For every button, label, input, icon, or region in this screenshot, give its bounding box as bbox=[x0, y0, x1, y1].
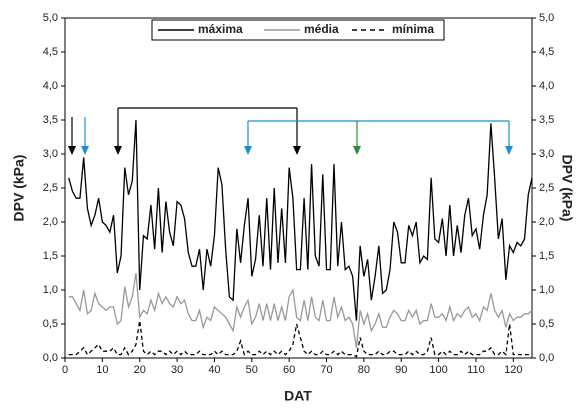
y2-tick-label: 2,0 bbox=[539, 216, 554, 228]
y-tick-label: 3,5 bbox=[43, 114, 58, 126]
x-tick-label: 0 bbox=[62, 364, 68, 376]
y2-tick-label: 3,0 bbox=[539, 148, 554, 160]
annotations bbox=[68, 107, 513, 155]
legend-label: média bbox=[304, 22, 339, 36]
y2-axis-title: DPV (kPa) bbox=[559, 155, 575, 222]
y-tick-label: 4,5 bbox=[43, 46, 58, 58]
legend-label: mínima bbox=[392, 22, 434, 36]
y-tick-label: 0,5 bbox=[43, 318, 58, 330]
series-line bbox=[68, 320, 532, 358]
x-tick-label: 40 bbox=[208, 364, 220, 376]
series-line bbox=[68, 272, 533, 348]
x-tick-label: 60 bbox=[283, 364, 295, 376]
y2-tick-label: 0,5 bbox=[539, 318, 554, 330]
y-tick-label: 2,5 bbox=[43, 182, 58, 194]
y-tick-label: 4,0 bbox=[43, 80, 58, 92]
y-axis-title: DPV (kPa) bbox=[11, 155, 27, 222]
y-tick-label: 2,0 bbox=[43, 216, 58, 228]
x-tick-label: 100 bbox=[429, 364, 447, 376]
y2-tick-label: 4,5 bbox=[539, 46, 554, 58]
x-tick-label: 70 bbox=[320, 364, 332, 376]
legend-label: máxima bbox=[198, 22, 243, 36]
y-tick-label: 3,0 bbox=[43, 148, 58, 160]
x-tick-label: 30 bbox=[171, 364, 183, 376]
x-axis-title: DAT bbox=[284, 388, 312, 404]
y2-tick-label: 1,5 bbox=[539, 250, 554, 262]
y2-tick-label: 5,0 bbox=[539, 12, 554, 24]
x-tick-label: 110 bbox=[467, 364, 485, 376]
y2-tick-label: 0,0 bbox=[539, 352, 554, 364]
plot-frame bbox=[64, 17, 533, 359]
x-tick-label: 20 bbox=[134, 364, 146, 376]
x-tick-label: 50 bbox=[246, 364, 258, 376]
y2-tick-label: 2,5 bbox=[539, 182, 554, 194]
y-tick-label: 0,0 bbox=[43, 352, 58, 364]
y2-tick-label: 3,5 bbox=[539, 114, 554, 126]
x-tick-label: 90 bbox=[395, 364, 407, 376]
y-tick-label: 5,0 bbox=[43, 12, 58, 24]
x-tick-label: 120 bbox=[504, 364, 522, 376]
y-tick-label: 1,0 bbox=[43, 284, 58, 296]
y2-tick-label: 1,0 bbox=[539, 284, 554, 296]
y2-tick-label: 4,0 bbox=[539, 80, 554, 92]
series-line bbox=[68, 119, 533, 321]
x-tick-label: 80 bbox=[358, 364, 370, 376]
x-tick-label: 10 bbox=[96, 364, 108, 376]
y-tick-label: 1,5 bbox=[43, 250, 58, 262]
